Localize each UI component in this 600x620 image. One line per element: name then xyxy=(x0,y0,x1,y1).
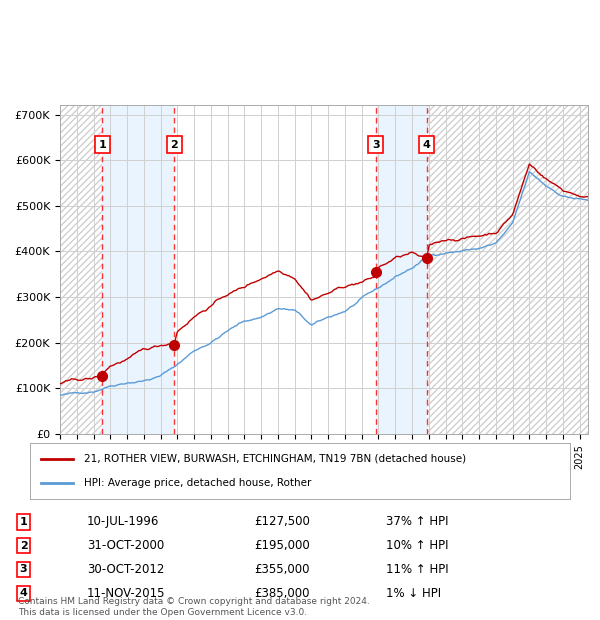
Text: HPI: Average price, detached house, Rother: HPI: Average price, detached house, Roth… xyxy=(84,479,311,489)
Bar xyxy=(60,105,103,434)
Text: 3: 3 xyxy=(372,140,379,150)
Text: 1: 1 xyxy=(98,140,106,150)
Text: 10% ↑ HPI: 10% ↑ HPI xyxy=(386,539,449,552)
Text: 31-OCT-2000: 31-OCT-2000 xyxy=(87,539,164,552)
Text: 2: 2 xyxy=(170,140,178,150)
Text: 11% ↑ HPI: 11% ↑ HPI xyxy=(386,563,449,576)
Text: 1: 1 xyxy=(20,516,28,527)
Text: 4: 4 xyxy=(20,588,28,598)
Bar xyxy=(103,105,175,434)
Text: 2: 2 xyxy=(20,541,28,551)
Text: 4: 4 xyxy=(422,140,431,150)
Text: £385,000: £385,000 xyxy=(254,587,310,600)
Text: 10-JUL-1996: 10-JUL-1996 xyxy=(87,515,159,528)
Bar xyxy=(427,105,588,434)
Text: 11-NOV-2015: 11-NOV-2015 xyxy=(87,587,166,600)
Text: 37% ↑ HPI: 37% ↑ HPI xyxy=(386,515,449,528)
Text: £195,000: £195,000 xyxy=(254,539,310,552)
Text: 3: 3 xyxy=(20,564,28,575)
Text: 1% ↓ HPI: 1% ↓ HPI xyxy=(386,587,442,600)
Text: 21, ROTHER VIEW, BURWASH, ETCHINGHAM, TN19 7BN (detached house): 21, ROTHER VIEW, BURWASH, ETCHINGHAM, TN… xyxy=(84,454,466,464)
Text: 30-OCT-2012: 30-OCT-2012 xyxy=(87,563,164,576)
Text: Contains HM Land Registry data © Crown copyright and database right 2024.
This d: Contains HM Land Registry data © Crown c… xyxy=(18,598,370,617)
Text: £355,000: £355,000 xyxy=(254,563,310,576)
Bar xyxy=(376,105,427,434)
Text: £127,500: £127,500 xyxy=(254,515,310,528)
